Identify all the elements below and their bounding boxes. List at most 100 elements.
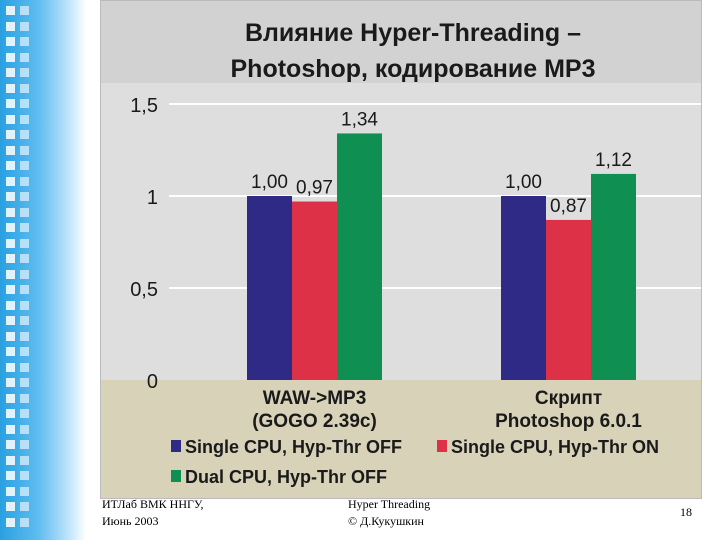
decorative-square [6,37,15,46]
data-label: 1,12 [595,150,632,171]
decorative-square [6,145,15,155]
bar [292,201,337,380]
decorative-square [20,502,29,511]
chart-title-line2: Photoshop, кодирование MP3 [231,55,596,83]
decorative-square [6,285,15,294]
value-labels: 1,00 1,00 0,97 0,87 1,34 1,12 [251,109,632,216]
decorative-square [20,6,29,15]
category-label-line2: Photoshop 6.0.1 [495,411,642,432]
category-label-line2: (GOGO 2.39c) [252,411,377,432]
legend-swatch [437,440,447,452]
footer-organization: ИТЛаб ВМК ННГУ, Июнь 2003 [102,496,203,530]
left-gradient-band [0,0,86,540]
decorative-square [20,68,29,77]
data-label: 1,34 [341,109,378,130]
decorative-square [20,300,29,310]
decorative-square [20,486,29,496]
decorative-square [6,486,15,496]
decorative-square [20,207,29,217]
decorative-square [20,176,29,186]
data-label: 0,97 [296,178,333,199]
decorative-square [6,502,15,511]
decorative-square [6,6,15,15]
decorative-square [20,393,29,403]
legend-swatch [171,440,181,452]
decorative-square [6,316,15,325]
bar [546,219,591,380]
chart-image: Влияние Hyper-Threading – Photoshop, код… [100,0,702,499]
decorative-square [6,409,15,418]
decorative-square [6,68,15,77]
decorative-square [6,238,15,248]
decorative-square [6,440,15,449]
decorative-square [6,223,15,232]
decorative-square [20,440,29,449]
y-tick-label: 0 [147,371,158,393]
decorative-square [6,21,15,31]
data-label: 0,87 [550,196,587,217]
bar [247,196,292,380]
decorative-square [6,207,15,217]
chart-svg: Влияние Hyper-Threading – Photoshop, код… [101,1,701,498]
y-tick-labels: 0 0,5 1 1,5 [130,95,158,393]
category-label-line1: Скрипт [535,388,602,409]
decorative-square [20,21,29,31]
decorative-square [6,83,15,93]
decorative-square [20,269,29,279]
data-label: 1,00 [251,172,288,193]
decorative-square [20,517,29,527]
decorative-square [6,99,15,108]
legend-label: Dual CPU, Hyp-Thr OFF [185,467,387,487]
decorative-square [20,331,29,341]
footer-org-line2: Июнь 2003 [102,514,159,528]
decorative-square [6,517,15,527]
decorative-square [20,347,29,356]
decorative-square [6,176,15,186]
decorative-square [6,52,15,62]
decorative-square [20,83,29,93]
bar [337,133,382,380]
decorative-square [20,161,29,170]
decorative-square [20,145,29,155]
decorative-square [20,238,29,248]
decorative-square [20,114,29,124]
decorative-square [6,269,15,279]
decorative-squares [6,6,29,534]
decorative-square [6,347,15,356]
legend-label: Single CPU, Hyp-Thr ON [451,437,659,457]
decorative-square [6,130,15,139]
decorative-square [20,37,29,46]
decorative-square [20,99,29,108]
footer-org-line1: ИТЛаб ВМК ННГУ, [102,497,204,511]
y-tick-label: 0,5 [130,279,158,301]
y-tick-label: 1 [147,187,158,209]
decorative-square [20,424,29,434]
decorative-square [20,362,29,372]
chart-title-line1: Влияние Hyper-Threading – [245,19,581,47]
bar [501,196,546,380]
page-number: 18 [680,505,692,519]
category-band [101,380,701,498]
decorative-square [20,223,29,232]
decorative-square [6,331,15,341]
decorative-square [20,471,29,480]
footer-topic-line2: © Д.Кукушкин [348,514,424,528]
decorative-square [6,378,15,387]
decorative-square [6,455,15,465]
decorative-square [6,471,15,480]
decorative-square [6,254,15,263]
decorative-square [6,362,15,372]
title-band [101,1,701,83]
decorative-square [20,254,29,263]
decorative-square [20,455,29,465]
legend-swatch [171,470,181,482]
decorative-square [6,424,15,434]
bars [247,133,636,380]
footer-topic: Hyper Threading © Д.Кукушкин [348,496,430,530]
decorative-square [6,192,15,201]
decorative-square [6,114,15,124]
legend-label: Single CPU, Hyp-Thr OFF [185,437,402,457]
decorative-square [20,409,29,418]
decorative-square [20,316,29,325]
